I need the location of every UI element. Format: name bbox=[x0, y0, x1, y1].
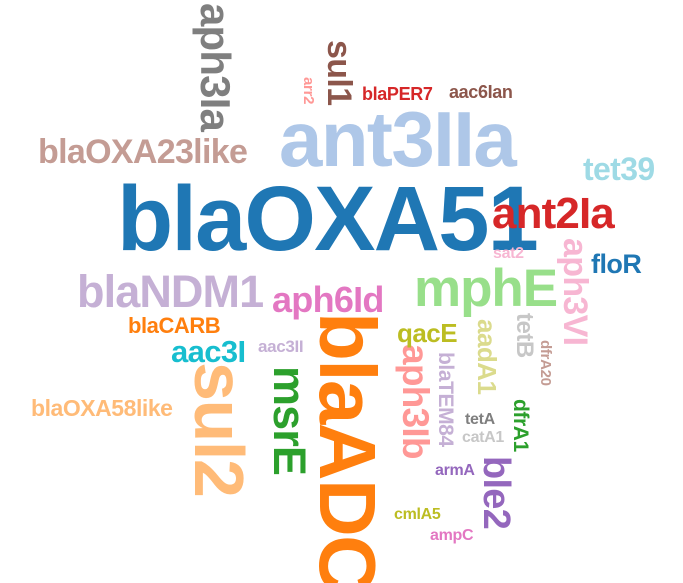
word-cata1: catA1 bbox=[462, 429, 504, 446]
word-blacarb: blaCARB bbox=[128, 313, 221, 338]
word-aph3vi: aph3VI bbox=[556, 238, 594, 346]
word-teta: tetA bbox=[465, 411, 495, 428]
word-cmla5: cmlA5 bbox=[394, 506, 441, 523]
word-arr2: arr2 bbox=[300, 77, 317, 105]
word-bladac: blaADC bbox=[303, 312, 392, 583]
word-flor: floR bbox=[591, 249, 642, 279]
word-qace: qacE bbox=[397, 318, 458, 348]
word-aph3ib: aph3Ib bbox=[395, 344, 436, 459]
word-aac3ii: aac3II bbox=[258, 337, 304, 356]
word-dfra20: dfrA20 bbox=[537, 340, 554, 386]
word-sat2: sat2 bbox=[493, 245, 524, 262]
word-blaoxa58like: blaOXA58like bbox=[31, 395, 173, 421]
word-aac6ian: aac6Ian bbox=[449, 82, 513, 102]
word-arma: armA bbox=[435, 462, 475, 479]
word-blatem84: blaTEM84 bbox=[434, 352, 457, 447]
word-blaper7: blaPER7 bbox=[362, 84, 433, 104]
word-aada1: aadA1 bbox=[472, 319, 502, 395]
word-aph6id: aph6Id bbox=[272, 279, 384, 320]
word-sul1: sul1 bbox=[320, 40, 358, 106]
word-mphe: mphE bbox=[414, 259, 558, 318]
word-tetb: tetB bbox=[511, 313, 538, 358]
word-ant3iia: ant3IIa bbox=[279, 95, 517, 183]
word-tet39: tet39 bbox=[583, 151, 655, 187]
word-ampc: ampC bbox=[430, 527, 474, 544]
word-sul2: sul2 bbox=[180, 362, 258, 497]
word-msre: msrE bbox=[264, 366, 315, 475]
word-blandm1: blaNDM1 bbox=[77, 266, 264, 317]
word-blaoxa23like: blaOXA23like bbox=[38, 133, 248, 171]
word-blaoxa51: blaOXA51 bbox=[117, 168, 539, 270]
word-aac3i: aac3I bbox=[171, 334, 246, 369]
word-ble2: ble2 bbox=[475, 456, 517, 529]
word-dfra1: dfrA1 bbox=[509, 399, 532, 452]
word-aph3ia: aph3Ia bbox=[192, 3, 239, 132]
word-ant2ia: ant2Ia bbox=[492, 189, 615, 238]
